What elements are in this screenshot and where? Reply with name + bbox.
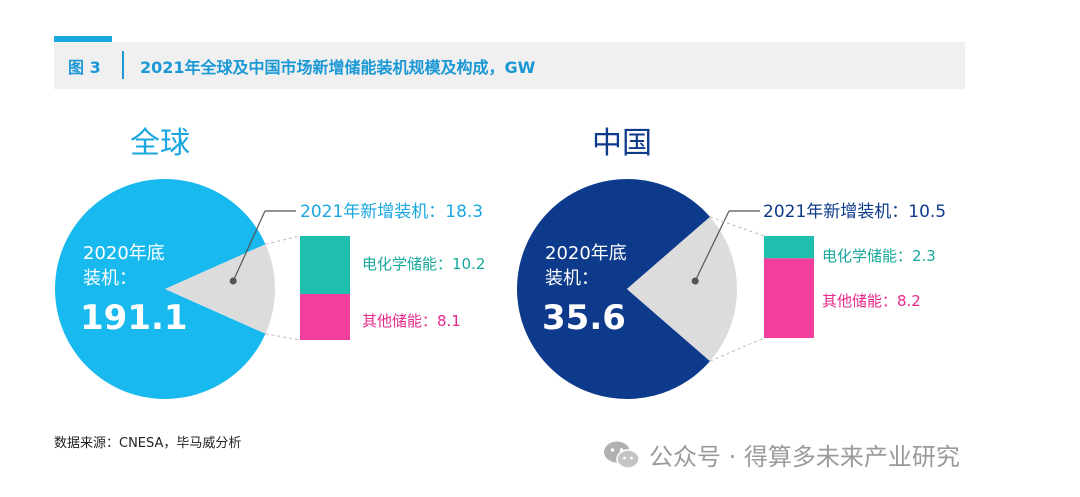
base-label-line1-china: 2020年底 <box>545 243 627 264</box>
watermark: 公众号 · 得算多未来产业研究 <box>603 437 960 472</box>
bar-segment-electrochemical-china <box>764 236 814 258</box>
base-value-global: 191.1 <box>80 298 188 338</box>
source-note: 数据来源：CNESA，毕马威分析 <box>54 432 241 451</box>
electrochemical-label-china: 电化学储能：2.3 <box>822 247 936 265</box>
electrochemical-label-global: 电化学储能：10.2 <box>362 255 485 273</box>
panel-title-global: 全球 <box>130 126 190 161</box>
other-storage-label-global: 其他储能：8.1 <box>362 312 461 330</box>
leader-dot-global <box>230 278 237 285</box>
base-label-line1-global: 2020年底 <box>83 243 165 264</box>
leader-dot-china <box>692 278 699 285</box>
watermark-text: 公众号 · 得算多未来产业研究 <box>649 437 960 472</box>
base-label-line2-china: 装机： <box>545 268 599 289</box>
chart-area: 全球 2020年底 装机： 191.1 2021年新增装机：18.3 电化学储能… <box>0 0 1080 430</box>
bar-segment-other-global <box>300 294 350 340</box>
bar-segment-other-china <box>764 258 814 338</box>
other-storage-label-china: 其他储能：8.2 <box>822 292 921 310</box>
connector-bottom-global <box>265 334 300 340</box>
connector-top-global <box>265 236 300 244</box>
panel-title-china: 中国 <box>592 126 652 161</box>
bar-segment-electrochemical-global <box>300 236 350 294</box>
new-install-label-global: 2021年新增装机：18.3 <box>300 202 483 222</box>
base-label-line2-global: 装机： <box>83 268 137 289</box>
global-panel: 全球 2020年底 装机： 191.1 2021年新增装机：18.3 电化学储能… <box>55 126 485 399</box>
china-panel: 中国 2020年底 装机： 35.6 2021年新增装机：10.5 电化学储能：… <box>517 126 946 399</box>
wechat-icon <box>603 440 641 470</box>
base-value-china: 35.6 <box>542 298 626 338</box>
new-install-label-china: 2021年新增装机：10.5 <box>763 202 946 222</box>
